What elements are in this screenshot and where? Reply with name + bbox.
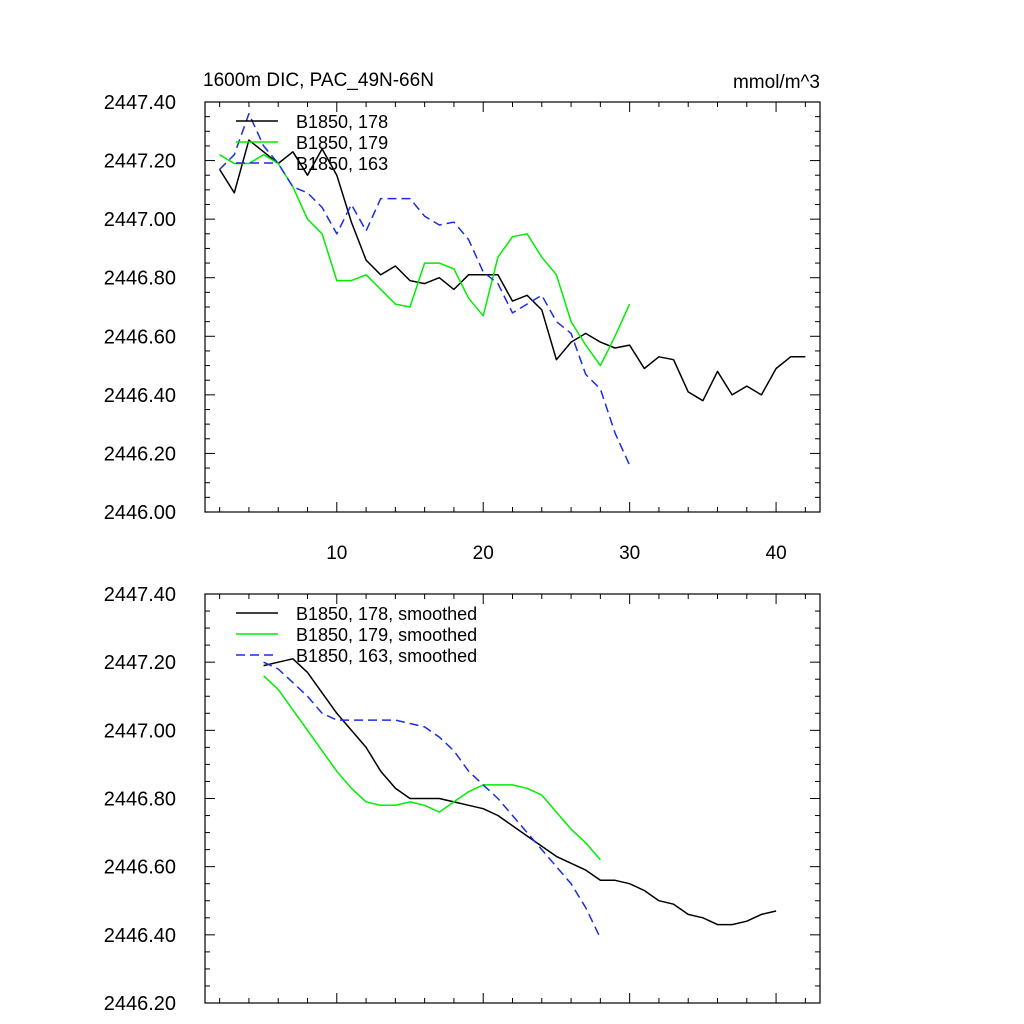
y-tick-label: 2447.20 (104, 652, 176, 674)
y-tick-label: 2446.00 (104, 502, 176, 524)
y-tick-label: 2447.40 (104, 92, 176, 114)
series-line-1 (263, 675, 601, 861)
bottom-panel-axes: 2446.20 2446.40 2446.60 2446.80 2447.00 2447.… (104, 584, 821, 1015)
top-panel: 1600m DIC, PAC_49N-66N mmol/m^3 10 20 30 40… (104, 70, 821, 564)
series-line-0 (263, 658, 777, 926)
series-line-2 (219, 112, 631, 466)
top-panel-units: mmol/m^3 (733, 72, 820, 93)
y-tick-label: 2446.40 (104, 385, 176, 407)
x-tick-label: 10 (326, 543, 347, 564)
top-panel-title: 1600m DIC, PAC_49N-66N (203, 70, 434, 91)
y-tick-label: 2447.00 (104, 720, 176, 742)
y-tick-label: 2446.20 (104, 993, 176, 1015)
series-line-0 (218, 139, 806, 402)
y-tick-label: 2446.40 (104, 925, 176, 947)
top-panel-axes: 10 20 30 40 2446.00 2446.20 2446.40 2446.60 2446… (104, 92, 821, 564)
y-tick-label: 2446.20 (104, 443, 176, 465)
x-tick-label: 20 (473, 543, 494, 564)
bottom-panel: 2446.20 2446.40 2446.60 2446.80 2447.00 2447.… (104, 584, 821, 1015)
legend-label: B1850, 163, smoothed (296, 646, 477, 666)
y-tick-label: 2446.80 (104, 789, 176, 811)
series-line-2 (263, 661, 602, 939)
bottom-panel-series (263, 658, 777, 939)
legend-label: B1850, 179, smoothed (296, 625, 477, 645)
y-tick-label: 2446.80 (104, 268, 176, 290)
y-tick-label: 2446.60 (104, 857, 176, 879)
legend-label: B1850, 163 (296, 154, 388, 174)
y-tick-label: 2447.20 (104, 151, 176, 173)
y-tick-label: 2447.40 (104, 584, 176, 606)
x-tick-label: 40 (766, 543, 787, 564)
x-tick-label: 30 (619, 543, 640, 564)
legend-label: B1850, 178, smoothed (296, 604, 477, 624)
legend-label: B1850, 178 (296, 112, 388, 132)
legend-label: B1850, 179 (296, 133, 388, 153)
y-tick-label: 2447.00 (104, 209, 176, 231)
top-panel-series (218, 112, 806, 466)
y-tick-label: 2446.60 (104, 326, 176, 348)
